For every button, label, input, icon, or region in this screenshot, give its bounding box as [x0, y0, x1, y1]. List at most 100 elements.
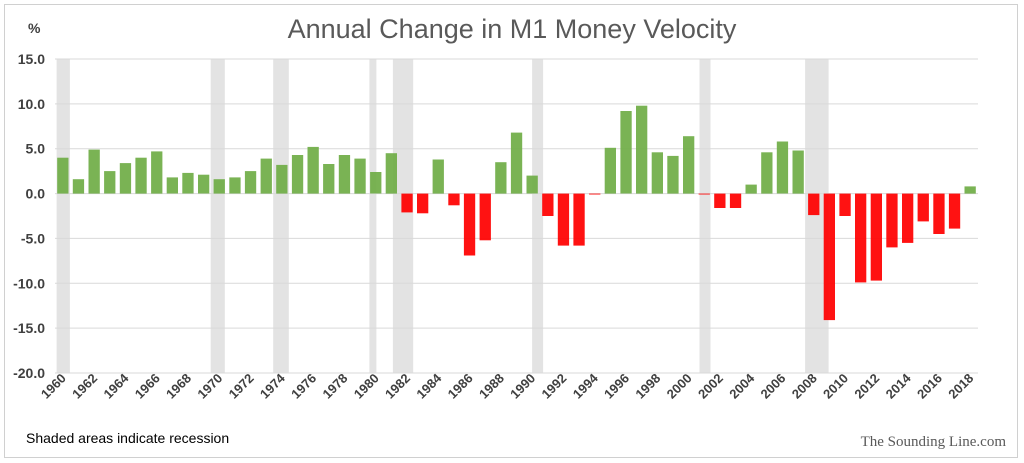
x-tick-label: 1980 — [351, 371, 382, 402]
bar-1970 — [213, 179, 225, 194]
bar-1966 — [151, 151, 163, 194]
recession-band — [392, 59, 414, 373]
y-tick-label: 15.0 — [18, 51, 45, 67]
bar-1986 — [463, 193, 476, 256]
x-tick-label: 2010 — [820, 371, 851, 402]
y-tick-label: 0.0 — [26, 186, 46, 202]
bar-1983 — [417, 193, 429, 214]
bar-1961 — [72, 179, 85, 194]
x-tick-label: 2002 — [695, 371, 726, 402]
bar-2002 — [714, 193, 726, 208]
source-credit: The Sounding Line.com — [861, 434, 1007, 450]
bar-1962 — [88, 149, 100, 194]
bar-1987 — [479, 193, 491, 241]
bar-2004 — [745, 184, 757, 194]
recession-band — [56, 59, 70, 373]
x-tick-label: 1974 — [257, 370, 289, 402]
recession-band — [369, 59, 377, 373]
recession-band — [699, 59, 711, 373]
bar-1993 — [573, 193, 585, 246]
bar-1985 — [448, 193, 460, 206]
x-tick-label: 1984 — [413, 370, 445, 402]
chart-frame — [4, 4, 1018, 458]
y-tick-label: -15.0 — [13, 320, 45, 336]
x-tick-label: 1998 — [632, 371, 663, 402]
y-tick-label: 5.0 — [26, 141, 46, 157]
bar-1960 — [57, 157, 69, 194]
bar-2011 — [855, 193, 867, 283]
bar-2018 — [964, 186, 976, 194]
bar-2006 — [776, 141, 789, 194]
bar-1965 — [135, 157, 147, 194]
bar-2008 — [808, 193, 820, 216]
bar-2012 — [870, 193, 882, 281]
x-tick-label: 2014 — [883, 370, 915, 402]
x-tick-label: 1982 — [382, 371, 413, 402]
x-tick-label: 1970 — [194, 371, 225, 402]
x-tick-label: 1976 — [288, 371, 319, 402]
x-tick-label: 2006 — [757, 371, 788, 402]
bar-1963 — [104, 171, 116, 194]
x-tick-label: 1990 — [507, 371, 538, 402]
bar-1989 — [510, 132, 523, 194]
x-tick-label: 1988 — [476, 371, 507, 402]
bar-1979 — [354, 158, 366, 194]
bar-1972 — [244, 171, 257, 194]
bar-1967 — [166, 177, 178, 194]
bar-1994 — [589, 193, 601, 195]
y-axis-unit: % — [28, 20, 41, 36]
bar-2016 — [933, 193, 945, 234]
bar-2010 — [839, 193, 851, 216]
recession-band — [805, 59, 829, 373]
bar-1973 — [260, 158, 272, 194]
x-tick-label: 2016 — [914, 371, 945, 402]
x-tick-label: 1992 — [538, 371, 569, 402]
x-tick-label: 1962 — [69, 371, 100, 402]
bar-1978 — [338, 155, 351, 194]
bar-2005 — [761, 152, 773, 194]
x-tick-label: 1986 — [445, 371, 476, 402]
bar-1982 — [401, 193, 413, 213]
bar-1984 — [432, 159, 444, 194]
bar-1991 — [542, 193, 554, 216]
bar-1974 — [276, 164, 288, 194]
x-tick-label: 1964 — [100, 370, 132, 402]
x-tick-label: 1978 — [319, 371, 350, 402]
bar-2017 — [948, 193, 961, 229]
bar-1996 — [620, 111, 632, 194]
bar-2015 — [917, 193, 929, 222]
x-tick-label: 2004 — [726, 370, 758, 402]
x-tick-label: 1968 — [163, 371, 194, 402]
bar-1969 — [198, 174, 210, 194]
bar-1999 — [667, 155, 679, 194]
x-tick-label: 2018 — [945, 371, 976, 402]
x-tick-label: 1994 — [570, 370, 602, 402]
bar-1992 — [557, 193, 570, 246]
x-tick-label: 1966 — [132, 371, 163, 402]
bar-1975 — [291, 155, 304, 194]
chart-title: Annual Change in M1 Money Velocity — [288, 14, 737, 44]
bar-1981 — [385, 153, 397, 194]
bar-2007 — [792, 150, 804, 194]
bar-1990 — [526, 175, 538, 194]
bar-2000 — [683, 136, 695, 194]
bar-1980 — [370, 172, 382, 194]
bar-1968 — [182, 172, 194, 194]
x-tick-label: 2008 — [789, 371, 820, 402]
x-tick-label: 1972 — [226, 371, 257, 402]
y-tick-label: -10.0 — [13, 275, 45, 291]
recession-band — [532, 59, 544, 373]
bar-2014 — [902, 193, 914, 243]
bar-1976 — [307, 146, 319, 194]
y-tick-label: -20.0 — [13, 365, 45, 381]
recession-band — [273, 59, 289, 373]
x-tick-label: 2000 — [664, 371, 695, 402]
bar-2001 — [698, 193, 710, 195]
recession-note: Shaded areas indicate recession — [26, 430, 229, 446]
bar-2003 — [729, 193, 742, 208]
bar-1995 — [604, 147, 616, 194]
y-tick-label: 10.0 — [18, 96, 45, 112]
x-tick-label: 1996 — [601, 371, 632, 402]
bar-2009 — [823, 193, 835, 321]
